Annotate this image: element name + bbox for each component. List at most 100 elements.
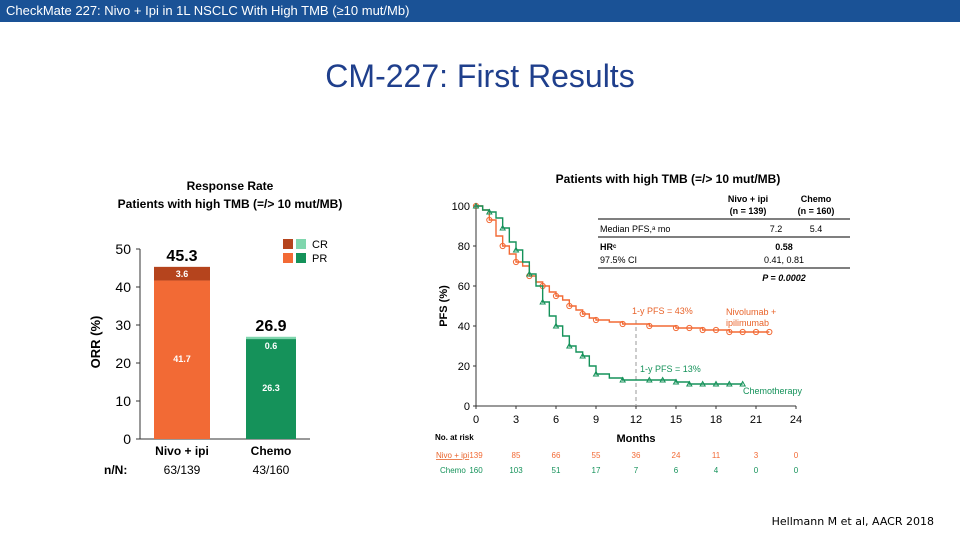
stats-hr-value: 0.58: [775, 242, 793, 252]
km-xtick-label: 24: [790, 414, 802, 426]
km-censor-nivo: [752, 328, 760, 336]
legend-label-cr: CR: [312, 239, 328, 251]
at-risk-value: 0: [754, 466, 759, 475]
nn-label: n/N:: [104, 463, 127, 477]
stats-row-nivo: 7.2: [770, 224, 783, 234]
km-xtick-label: 21: [750, 414, 762, 426]
at-risk-value: 7: [634, 466, 639, 475]
bar-chart-title: Response Rate: [187, 179, 274, 193]
nn-value-nivo: 63/139: [164, 463, 201, 477]
stats-row-chemo: 5.4: [810, 224, 823, 234]
at-risk-value: 0: [794, 451, 799, 460]
km-ytick-label: 80: [458, 241, 470, 253]
km-chart-ylabel: PFS (%): [438, 285, 450, 327]
km-censor-chemo: [485, 208, 493, 215]
km-censor-chemo: [525, 270, 533, 277]
km-censor-chemo: [499, 224, 507, 231]
km-censor-chemo: [672, 378, 680, 385]
km-ytick-label: 0: [464, 401, 470, 413]
km-censor-nivo: [512, 258, 520, 266]
at-risk-value: 3: [754, 451, 759, 460]
stats-row-label: Median PFS,ᵃ mo: [600, 224, 670, 234]
km-line-chemo: [476, 205, 743, 385]
km-censor-nivo: [726, 328, 733, 336]
at-risk-value: 24: [672, 451, 681, 460]
km-censor-nivo: [592, 316, 600, 324]
bar-pr: [154, 280, 210, 439]
km-xtick-label: 3: [513, 414, 519, 426]
series-label-nivo-1: Nivolumab +: [726, 307, 776, 317]
km-censor-nivo: [686, 324, 693, 332]
stats-ci-label: 97.5% CI: [600, 255, 637, 265]
bar-total-label: 45.3: [166, 248, 197, 265]
km-censor-chemo: [579, 352, 587, 359]
bar-pr-label: 41.7: [173, 354, 191, 364]
stats-col-nivo-n: (n = 139): [730, 206, 767, 216]
bar-cr-label: 0.6: [265, 341, 278, 351]
km-censor-nivo: [672, 324, 680, 332]
bar-ytick-label: 50: [115, 241, 131, 257]
km-chart: Patients with high TMB (=/> 10 mut/MB) P…: [435, 172, 850, 475]
legend-swatch-pr-green: [296, 253, 306, 263]
km-censor-chemo: [539, 298, 547, 305]
km-censor-chemo: [619, 376, 627, 383]
km-censor-nivo: [619, 320, 626, 328]
km-censor-chemo: [699, 380, 707, 387]
km-censor-chemo: [565, 342, 573, 349]
km-censor-chemo: [685, 380, 693, 387]
km-censor-nivo: [499, 242, 506, 250]
km-xtick-label: 6: [553, 414, 559, 426]
bar-ytick-label: 30: [115, 317, 131, 333]
km-xtick-label: 0: [473, 414, 479, 426]
at-risk-value: 66: [552, 451, 561, 460]
at-risk-value: 85: [512, 451, 521, 460]
at-risk-value: 51: [552, 466, 561, 475]
km-censor-chemo: [592, 370, 600, 377]
at-risk-row-chemo-label: Chemo: [440, 466, 466, 475]
bar-pr: [246, 339, 296, 439]
annotation-nivo-1y: 1-y PFS = 43%: [632, 306, 693, 316]
header-title: CheckMate 227: Nivo + Ipi in 1L NSCLC Wi…: [6, 3, 410, 18]
km-xtick-label: 15: [670, 414, 682, 426]
km-xtick-label: 12: [630, 414, 642, 426]
at-risk-value: 6: [674, 466, 679, 475]
km-censor-nivo: [766, 328, 773, 336]
at-risk-value: 55: [592, 451, 601, 460]
bar-chart-subtitle: Patients with high TMB (=/> 10 mut/MB): [118, 197, 343, 211]
legend-swatch-pr-orange: [283, 253, 293, 263]
km-xtick-label: 9: [593, 414, 599, 426]
at-risk-label: No. at risk: [435, 433, 474, 442]
series-label-chemo: Chemotherapy: [743, 386, 803, 396]
km-censor-nivo: [699, 326, 706, 334]
stats-p-value: P = 0.0002: [762, 273, 805, 283]
km-censor-nivo: [712, 326, 720, 334]
stats-table: Nivo + ipi (n = 139) Chemo (n = 160) Med…: [598, 194, 850, 283]
bar-category-label: Nivo + ipi: [155, 444, 209, 458]
km-ytick-label: 100: [452, 201, 470, 213]
bar-cr-label: 3.6: [176, 269, 189, 279]
at-risk-value: 160: [469, 466, 483, 475]
legend-swatch-cr-orange: [283, 239, 293, 249]
km-censor-nivo: [646, 322, 653, 330]
km-ytick-label: 20: [458, 361, 470, 373]
km-censor-chemo: [659, 376, 667, 383]
nn-value-chemo: 43/160: [253, 463, 290, 477]
bar-total-label: 26.9: [255, 318, 286, 335]
bar-cr: [246, 336, 296, 340]
km-censor-nivo: [552, 292, 560, 300]
km-censor-chemo: [512, 246, 520, 253]
stats-col-chemo-n: (n = 160): [798, 206, 835, 216]
km-censor-chemo: [472, 202, 480, 209]
bar-chart: Response Rate Patients with high TMB (=/…: [88, 179, 342, 477]
stats-col-chemo: Chemo: [801, 194, 832, 204]
annotation-chemo-1y: 1-y PFS = 13%: [640, 364, 701, 374]
bar-ytick-label: 40: [115, 279, 131, 295]
header-bar: CheckMate 227: Nivo + Ipi in 1L NSCLC Wi…: [0, 0, 960, 22]
slide-title: CM-227: First Results: [325, 58, 635, 94]
km-censor-nivo: [486, 216, 493, 224]
km-censor-nivo: [739, 328, 746, 336]
km-chart-title: Patients with high TMB (=/> 10 mut/MB): [556, 172, 781, 186]
km-censor-nivo: [566, 302, 573, 310]
at-risk-value: 103: [509, 466, 523, 475]
